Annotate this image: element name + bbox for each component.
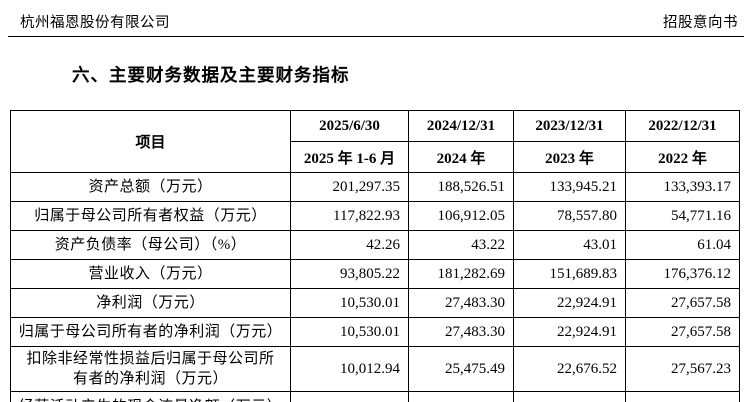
row-value: 176,376.12	[625, 259, 740, 289]
row-value: 151,689.83	[513, 259, 626, 289]
row-value: 27,657.58	[625, 288, 740, 318]
period-header-2023: 2023 年	[513, 141, 626, 173]
row-value: 188,526.51	[408, 172, 514, 202]
row-value: 133,393.17	[625, 172, 740, 202]
table-row: 归属于母公司所有者的净利润（万元） 10,530.01 27,483.30 22,92…	[10, 317, 740, 347]
row-value: 43.22	[408, 230, 514, 260]
row-value: 43.01	[513, 230, 626, 260]
row-value: 25,475.49	[408, 346, 514, 392]
table-row: 净利润（万元） 10,530.01 27,483.30 22,924.91 27,657…	[10, 288, 740, 318]
row-label: 归属于母公司所有者的净利润（万元）	[10, 317, 291, 347]
period-header-2024: 2024 年	[408, 141, 514, 173]
row-value: 181,282.69	[408, 259, 514, 289]
row-value: 78,557.80	[513, 201, 626, 231]
row-value: 93,805.22	[290, 259, 409, 289]
row-value	[513, 391, 626, 402]
row-value: 117,822.93	[290, 201, 409, 231]
row-value: 61.04	[625, 230, 740, 260]
row-value	[625, 391, 740, 402]
row-label: 经营活动产生的现金流量净额（万元）	[10, 391, 291, 402]
row-label: 营业收入（万元）	[10, 259, 291, 289]
table-header-row-periods: 2025 年 1-6 月 2024 年 2023 年 2022 年	[11, 141, 740, 173]
row-value	[290, 391, 409, 402]
financial-data-table: 项目 2025/6/30 2024/12/31 2023/12/31 2022/…	[10, 110, 740, 402]
row-value: 10,012.94	[290, 346, 409, 392]
doc-type-label: 招股意向书	[663, 15, 738, 31]
row-value: 42.26	[290, 230, 409, 260]
table-header-row-dates: 项目 2025/6/30 2024/12/31 2023/12/31 2022/…	[10, 110, 740, 173]
table-row: 资产负债率（母公司）（%） 42.26 43.22 43.01 61.04	[10, 230, 740, 260]
row-value: 10,530.01	[290, 288, 409, 318]
table-row: 经营活动产生的现金流量净额（万元）	[10, 391, 740, 402]
date-header-2025: 2025/6/30	[290, 110, 409, 142]
row-value: 106,912.05	[408, 201, 514, 231]
row-value: 22,924.91	[513, 288, 626, 318]
row-value: 27,483.30	[408, 288, 514, 318]
running-head: 杭州福恩股份有限公司 招股意向书	[0, 0, 750, 32]
row-value: 201,297.35	[290, 172, 409, 202]
table-header: 项目 2025/6/30 2024/12/31 2023/12/31 2022/…	[10, 110, 740, 173]
table-row: 营业收入（万元） 93,805.22 181,282.69 151,689.83 176…	[10, 259, 740, 289]
row-label: 资产负债率（母公司）（%）	[10, 230, 291, 260]
row-value: 27,483.30	[408, 317, 514, 347]
table-body: 资产总额（万元） 201,297.35 188,526.51 133,945.21 13…	[10, 172, 740, 402]
row-value: 27,657.58	[625, 317, 740, 347]
row-value: 54,771.16	[625, 201, 740, 231]
row-value: 22,924.91	[513, 317, 626, 347]
section-title: 六、主要财务数据及主要财务指标	[72, 65, 350, 85]
row-value: 27,567.23	[625, 346, 740, 392]
row-value: 10,530.01	[290, 317, 409, 347]
row-value: 133,945.21	[513, 172, 626, 202]
period-header-2022: 2022 年	[625, 141, 740, 173]
row-label: 归属于母公司所有者权益（万元）	[10, 201, 291, 231]
row-value	[408, 391, 514, 402]
item-column-header: 项目	[10, 110, 291, 173]
table-row: 归属于母公司所有者权益（万元） 117,822.93 106,912.05 78,55…	[10, 201, 740, 231]
date-header-2024: 2024/12/31	[408, 110, 514, 142]
table-row: 资产总额（万元） 201,297.35 188,526.51 133,945.21 13…	[10, 172, 740, 202]
date-header-2023: 2023/12/31	[513, 110, 626, 142]
period-header-2025: 2025 年 1-6 月	[290, 141, 409, 173]
row-label: 扣除非经常性损益后归属于母公司所 有者的净利润（万元）	[10, 346, 291, 392]
date-header-2022: 2022/12/31	[625, 110, 740, 142]
header-divider	[8, 36, 744, 37]
row-label: 净利润（万元）	[10, 288, 291, 318]
row-value: 22,676.52	[513, 346, 626, 392]
company-name: 杭州福恩股份有限公司	[20, 15, 170, 31]
row-label: 资产总额（万元）	[10, 172, 291, 202]
table-row: 扣除非经常性损益后归属于母公司所 有者的净利润（万元） 10,012.94 25,4…	[10, 346, 740, 392]
